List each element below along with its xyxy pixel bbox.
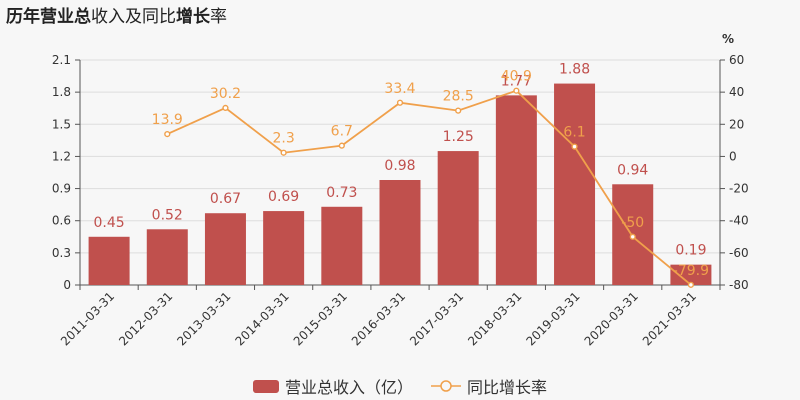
y-right-tick-label: -80 bbox=[729, 278, 749, 292]
x-tick-label: 2020-03-31 bbox=[582, 289, 641, 348]
growth-value-label: 2.3 bbox=[273, 131, 295, 147]
bar-value-label: 1.25 bbox=[443, 129, 474, 145]
legend-growth-label: 同比增长率 bbox=[467, 378, 548, 397]
x-tick-label: 2014-03-31 bbox=[233, 289, 292, 348]
bar bbox=[670, 264, 712, 285]
y-right-tick-label: 0 bbox=[729, 149, 737, 163]
legend-bar-swatch bbox=[252, 379, 279, 393]
bar-value-label: 1.77 bbox=[501, 73, 532, 89]
y-right-tick-label: 40 bbox=[729, 85, 744, 99]
x-tick-label: 2018-03-31 bbox=[465, 289, 524, 348]
growth-value-label: 30.2 bbox=[210, 86, 241, 102]
growth-value-label: 33.4 bbox=[384, 81, 415, 97]
x-tick-label: 2011-03-31 bbox=[58, 289, 117, 348]
legend-line-swatch bbox=[431, 380, 461, 392]
bar-value-label: 0.94 bbox=[617, 162, 648, 178]
title-part-5: 率 bbox=[210, 7, 227, 27]
y-left-tick-label: 0 bbox=[63, 278, 71, 292]
bar bbox=[321, 206, 363, 285]
growth-value-label: 13.9 bbox=[152, 112, 183, 128]
growth-point bbox=[455, 107, 462, 114]
bar bbox=[495, 95, 537, 285]
y-left-tick-label: 1.2 bbox=[52, 149, 71, 163]
bar bbox=[263, 211, 305, 285]
x-tick-label: 2012-03-31 bbox=[116, 289, 175, 348]
y-left-tick-label: 0.6 bbox=[52, 214, 71, 228]
bar-value-label: 1.88 bbox=[559, 62, 590, 78]
growth-line bbox=[166, 89, 692, 286]
y-right-tick-label: 60 bbox=[729, 53, 744, 67]
title-part-2: 营业总 bbox=[40, 7, 91, 27]
bar bbox=[379, 180, 421, 285]
y-left-tick-label: 0.3 bbox=[52, 246, 71, 260]
bar-value-label: 0.73 bbox=[326, 185, 357, 201]
legend-item-revenue[interactable]: 营业总收入（亿） bbox=[252, 374, 413, 398]
bar-value-label: 0.69 bbox=[268, 189, 299, 205]
x-tick-label: 2015-03-31 bbox=[291, 289, 350, 348]
y-left-tick-label: 0.9 bbox=[52, 182, 71, 196]
growth-point bbox=[513, 87, 520, 94]
x-tick-label: 2013-03-31 bbox=[174, 289, 233, 348]
growth-value-label: -79.9 bbox=[673, 263, 709, 279]
growth-value-label: 6.7 bbox=[331, 124, 353, 140]
growth-point bbox=[396, 99, 404, 106]
title-part-1: 历年 bbox=[6, 7, 40, 27]
x-tick-label: 2017-03-31 bbox=[407, 289, 466, 348]
title-part-4: 增长 bbox=[176, 7, 210, 27]
growth-value-label: 40.9 bbox=[501, 69, 532, 85]
legend-item-growth[interactable]: 同比增长率 bbox=[431, 374, 547, 398]
growth-point bbox=[571, 143, 578, 150]
bar-value-label: 0.19 bbox=[675, 243, 706, 259]
bar-value-label: 0.45 bbox=[94, 215, 125, 231]
growth-point bbox=[629, 233, 636, 240]
y-right-unit-label: % bbox=[722, 32, 734, 46]
legend-revenue-label: 营业总收入（亿） bbox=[284, 378, 413, 397]
bar-value-label: 0.67 bbox=[210, 191, 241, 207]
bar-value-label: 0.98 bbox=[384, 158, 415, 174]
y-right-tick-label: -20 bbox=[729, 182, 749, 196]
y-left-tick-label: 1.8 bbox=[52, 85, 71, 99]
growth-point bbox=[164, 130, 171, 138]
growth-point bbox=[338, 142, 345, 149]
growth-value-label: -50 bbox=[621, 215, 644, 231]
chart-title: 历年营业总收入及同比增长率 bbox=[6, 2, 227, 27]
x-tick-label: 2016-03-31 bbox=[349, 289, 408, 348]
bar bbox=[88, 236, 130, 285]
growth-point bbox=[687, 281, 695, 288]
bar bbox=[204, 213, 246, 285]
bar bbox=[146, 229, 188, 285]
x-tick-label: 2019-03-31 bbox=[523, 289, 582, 348]
title-part-3: 收入及同比 bbox=[91, 7, 176, 27]
y-right-tick-label: -40 bbox=[729, 214, 749, 228]
legend: 营业总收入（亿） 同比增长率 bbox=[0, 374, 800, 398]
bar bbox=[437, 151, 479, 285]
growth-value-label: 28.5 bbox=[443, 89, 474, 105]
growth-value-label: 6.1 bbox=[563, 125, 585, 141]
y-left-tick-label: 1.5 bbox=[52, 117, 71, 131]
y-left-tick-label: 2.1 bbox=[52, 53, 71, 67]
y-right-tick-label: -60 bbox=[729, 246, 749, 260]
growth-point bbox=[222, 104, 229, 111]
y-right-tick-label: 20 bbox=[729, 117, 744, 131]
growth-point bbox=[280, 149, 287, 156]
bar bbox=[554, 83, 596, 285]
bar-value-label: 0.52 bbox=[152, 207, 183, 223]
x-tick-label: 2021-03-31 bbox=[640, 289, 699, 348]
